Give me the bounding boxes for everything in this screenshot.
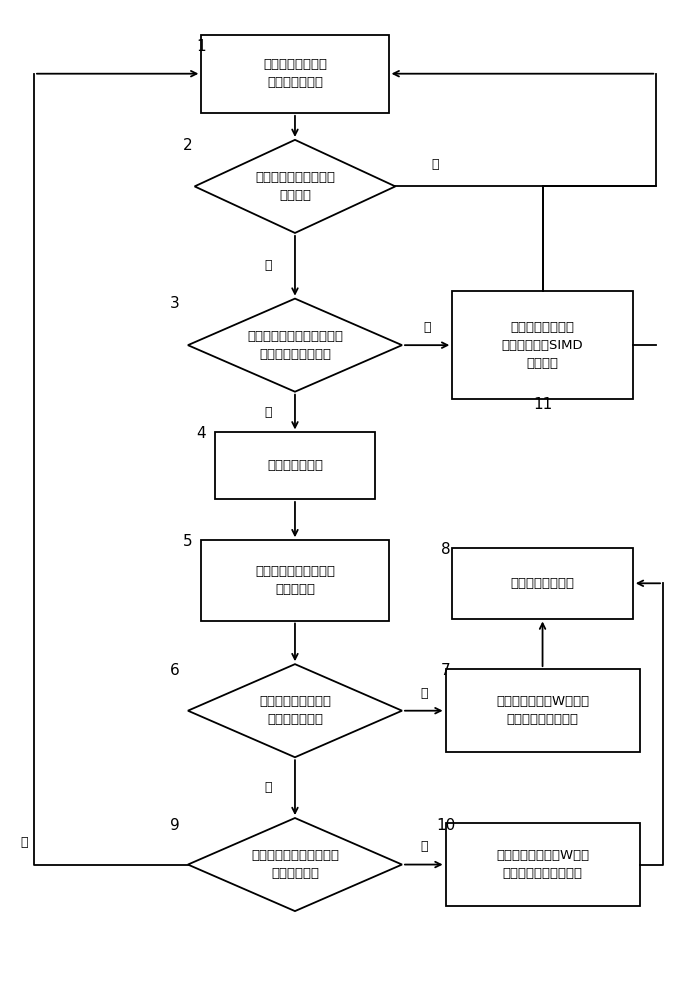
- Text: 10: 10: [436, 818, 455, 833]
- Polygon shape: [194, 140, 395, 233]
- Polygon shape: [188, 299, 402, 392]
- Text: 检查重组缓冲区中的线程
是否停留过久: 检查重组缓冲区中的线程 是否停留过久: [251, 849, 339, 880]
- Bar: [215, 432, 375, 499]
- Text: 8: 8: [441, 542, 450, 556]
- Text: 是: 是: [420, 687, 427, 700]
- Text: 9: 9: [169, 818, 179, 833]
- Text: 是: 是: [264, 406, 272, 419]
- Text: 分配线程组对应的
槽中的线程到SIMD
阵列执行: 分配线程组对应的 槽中的线程到SIMD 阵列执行: [502, 321, 583, 370]
- Text: 1: 1: [197, 39, 206, 54]
- Text: 调度器从线程组池
选取一个线程组: 调度器从线程组池 选取一个线程组: [263, 58, 327, 89]
- Bar: [445, 823, 640, 906]
- Text: 处理待写入线程组: 处理待写入线程组: [510, 577, 574, 590]
- Text: 是: 是: [420, 840, 427, 853]
- Text: 否: 否: [264, 259, 272, 272]
- Polygon shape: [188, 818, 402, 911]
- Text: 检查该线程组对应的槽
是否锁定: 检查该线程组对应的槽 是否锁定: [255, 171, 335, 202]
- Text: 将线程组槽中的线程加
入重组队列: 将线程组槽中的线程加 入重组队列: [255, 565, 335, 596]
- Text: 该线程组将执行的指令是否
可能带来任务差异性: 该线程组将执行的指令是否 可能带来任务差异性: [247, 330, 343, 361]
- Text: 2: 2: [183, 138, 193, 153]
- Text: 7: 7: [441, 663, 450, 678]
- Bar: [445, 669, 640, 752]
- Text: 是: 是: [431, 158, 439, 171]
- Bar: [452, 548, 633, 619]
- Polygon shape: [188, 664, 402, 757]
- Text: 3: 3: [169, 296, 179, 312]
- Text: 将停留时间最长的W个线
程打包为待写入线程组: 将停留时间最长的W个线 程打包为待写入线程组: [496, 849, 589, 880]
- Bar: [201, 34, 389, 113]
- Bar: [452, 291, 633, 399]
- Bar: [201, 540, 389, 621]
- Text: 将重组队列的前W个线程
打包为待写入线程组: 将重组队列的前W个线程 打包为待写入线程组: [496, 695, 589, 726]
- Text: 否: 否: [423, 321, 431, 334]
- Text: 锁定该线程组槽: 锁定该线程组槽: [267, 459, 323, 472]
- Text: 4: 4: [197, 426, 206, 441]
- Text: 6: 6: [169, 663, 179, 678]
- Text: 11: 11: [533, 397, 552, 412]
- Text: 否: 否: [20, 836, 28, 850]
- Text: 检查是否有重组队列
已凑到足够线程: 检查是否有重组队列 已凑到足够线程: [259, 695, 331, 726]
- Text: 否: 否: [264, 781, 272, 794]
- Text: 5: 5: [183, 534, 193, 549]
